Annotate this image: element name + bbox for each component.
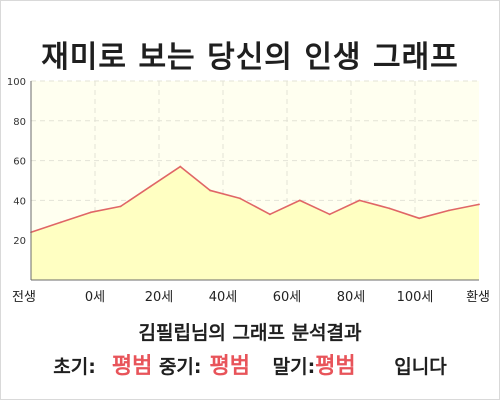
x-tick-label-5: 80세: [337, 290, 366, 305]
data-point-7: [239, 197, 241, 200]
data-point-15: [478, 203, 480, 206]
late-label: 말기:: [272, 356, 316, 378]
x-tick-label-2: 20세: [145, 290, 174, 305]
x-tick-label-7: 환생: [466, 290, 490, 305]
middle-label: 중기:: [158, 356, 202, 378]
y-tick-label-100: 100: [7, 77, 26, 88]
early-value: 평범: [111, 354, 153, 379]
result-verdict: 초기: 평범 중기: 평범 말기:평범 입니다: [0, 348, 500, 380]
x-tick-label-3: 40세: [209, 290, 238, 305]
data-point-12: [388, 207, 391, 210]
data-point-9: [298, 199, 301, 202]
y-tick-label-40: 40: [13, 196, 26, 207]
data-point-8: [269, 213, 271, 216]
late-value: 평범: [315, 354, 356, 379]
data-point-5: [179, 165, 182, 168]
y-tick-label-80: 80: [13, 117, 26, 128]
y-tick-label-20: 20: [13, 236, 26, 247]
data-point-13: [418, 217, 421, 220]
y-tick-label-60: 60: [13, 157, 26, 168]
data-point-6: [209, 189, 212, 192]
data-point-2: [89, 211, 92, 214]
data-point-14: [448, 209, 451, 212]
data-point-1: [59, 221, 62, 224]
x-tick-label-0: 전생: [12, 290, 36, 305]
early-label: 초기:: [53, 356, 96, 378]
x-tick-label-6: 100세: [397, 290, 434, 305]
data-point-11: [358, 199, 361, 202]
data-point-3: [119, 205, 122, 208]
x-tick-label-1: 0세: [85, 290, 105, 305]
page-title: 재미로 보는 당신의 인생 그래프: [41, 40, 459, 75]
result-suffix: 입니다: [394, 356, 447, 378]
middle-value: 평범: [209, 354, 250, 379]
series-line: [30, 165, 480, 233]
x-tick-label-4: 60세: [273, 290, 302, 305]
data-point-10: [328, 213, 331, 216]
series-area: [31, 166, 479, 280]
data-point-4: [149, 185, 152, 188]
result-subtitle: 김필립님의 그래프 분석결과: [138, 322, 362, 344]
